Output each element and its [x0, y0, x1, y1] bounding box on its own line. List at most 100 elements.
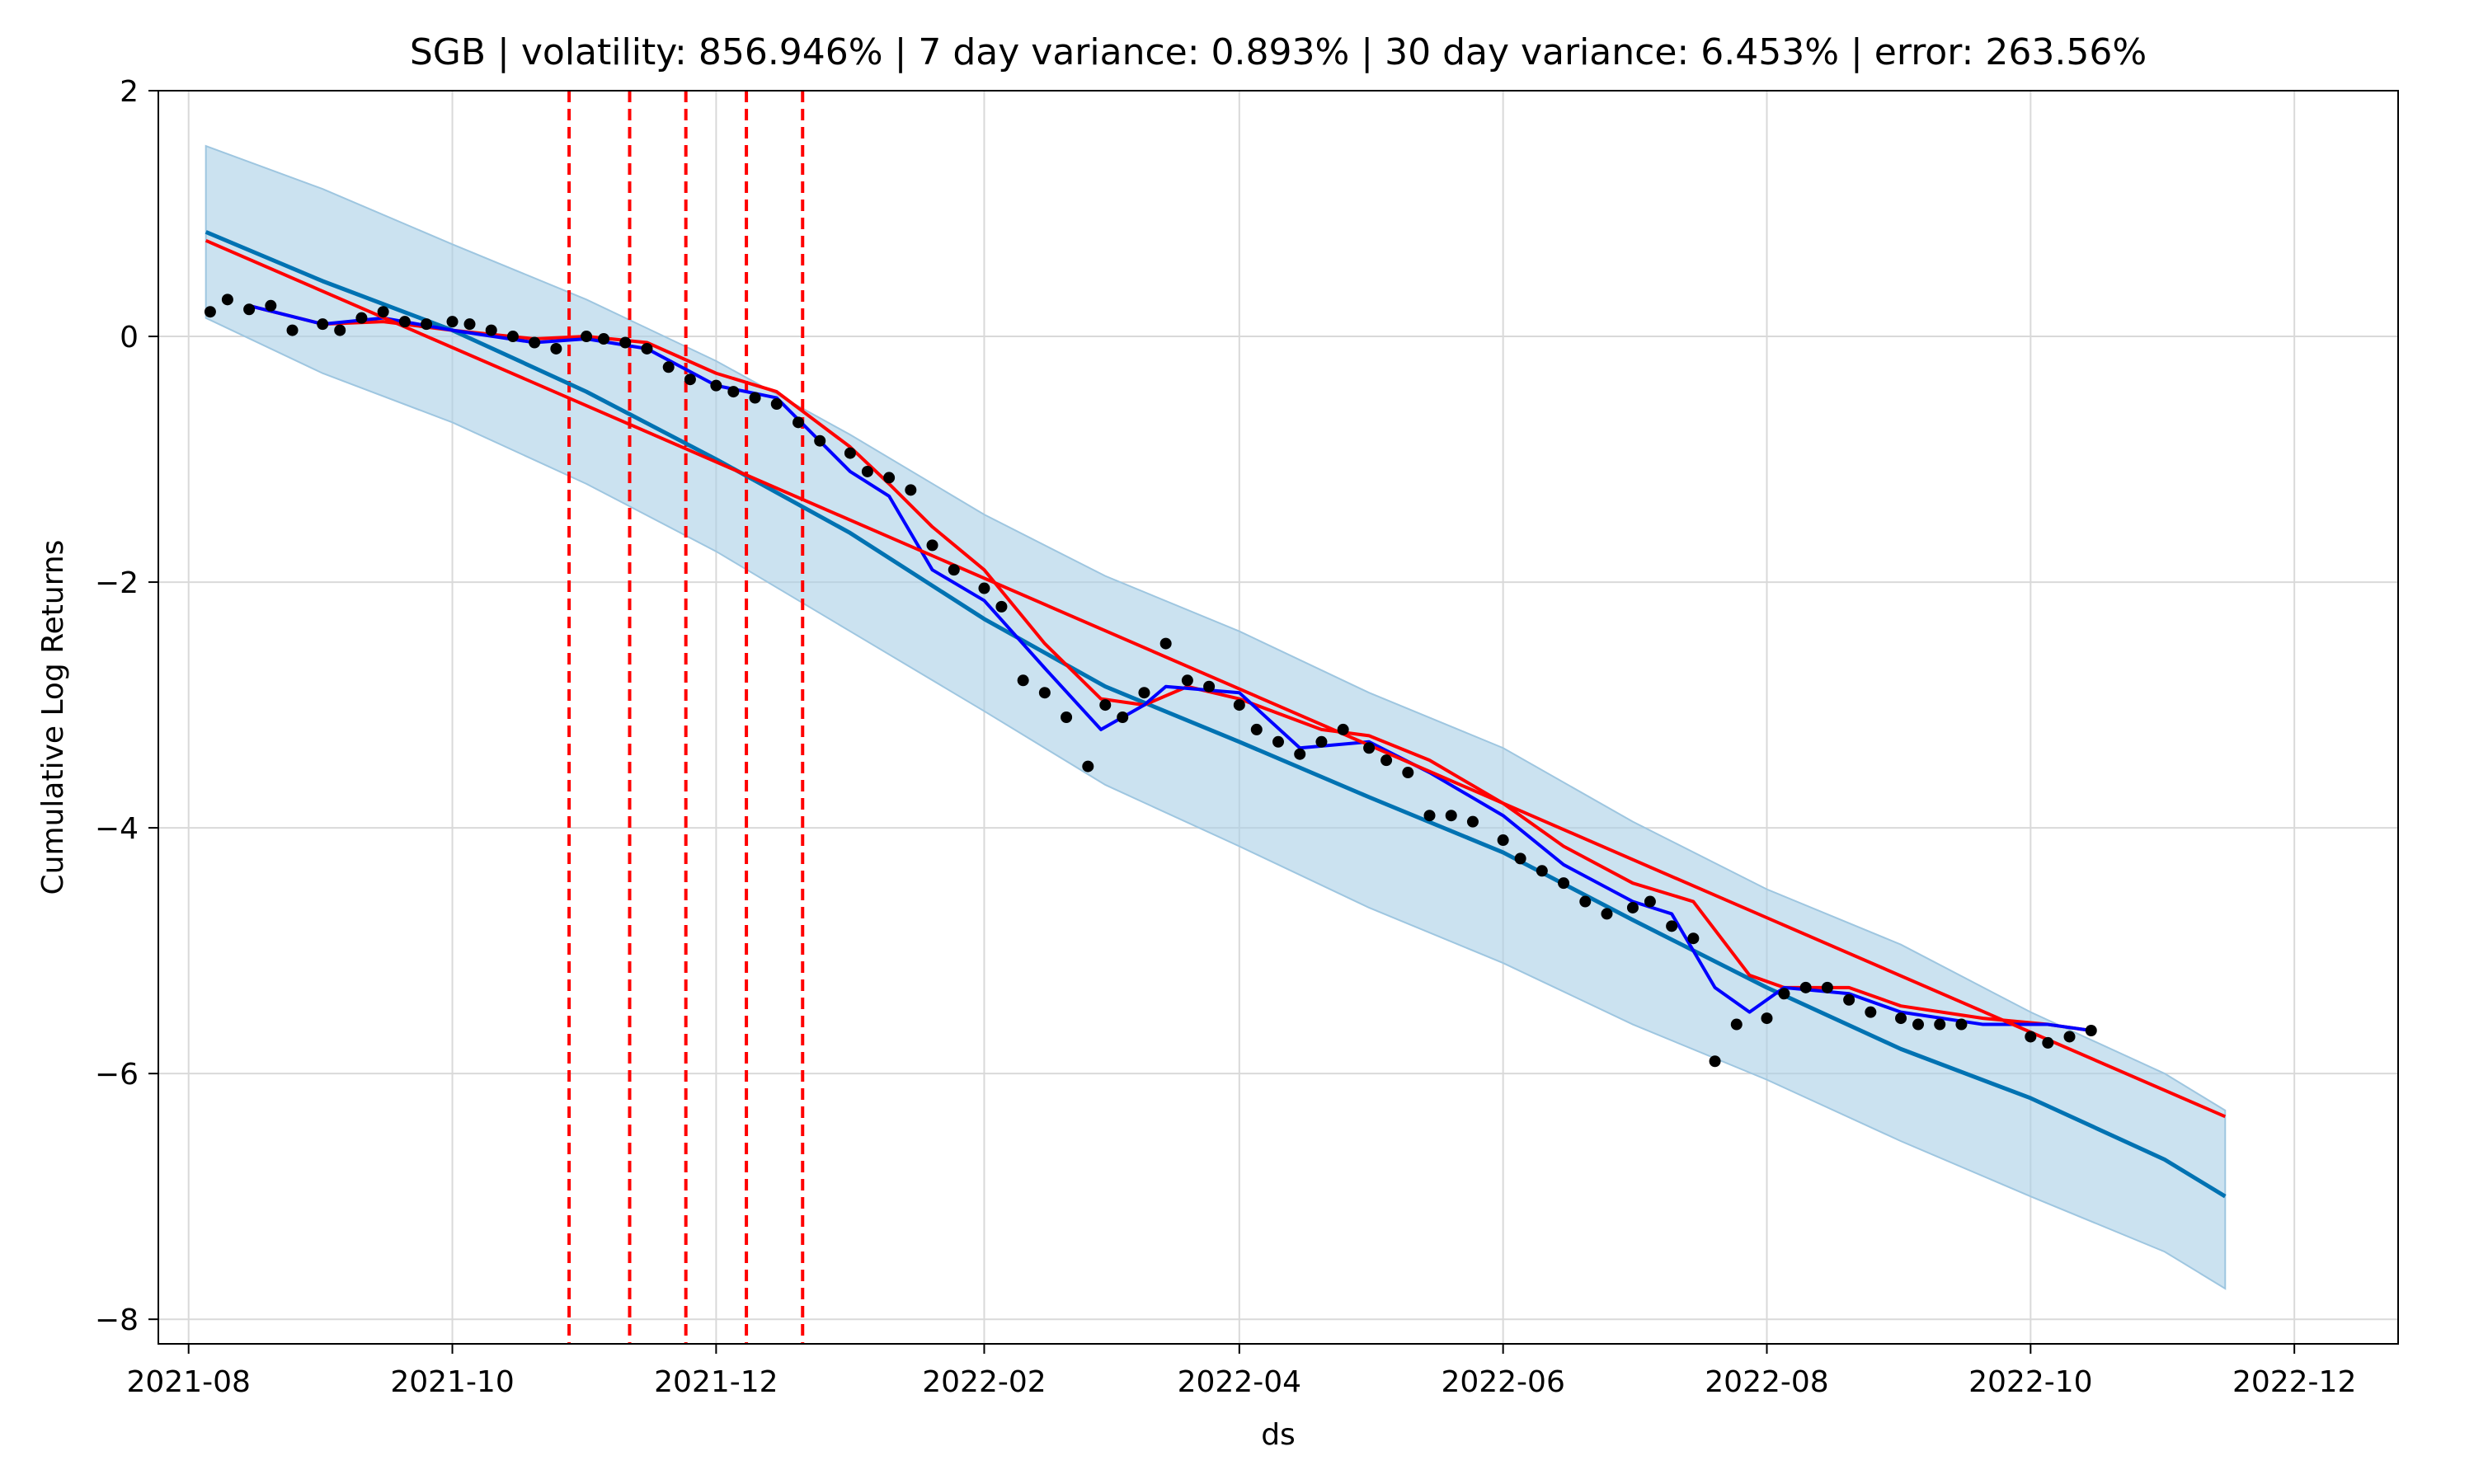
- observed-point: [1423, 810, 1436, 822]
- observed-point: [926, 539, 938, 552]
- y-tick-label: −6: [95, 1058, 139, 1092]
- x-tick-label: 2022-12: [2232, 1365, 2356, 1399]
- observed-point: [1250, 723, 1263, 735]
- observed-point: [978, 582, 990, 594]
- observed-point: [550, 342, 562, 355]
- observed-point: [1138, 687, 1150, 699]
- chart-title: SGB | volatility: 856.946% | 7 day varia…: [410, 31, 2147, 73]
- observed-point: [317, 318, 329, 331]
- observed-point: [1315, 735, 1328, 748]
- observed-point: [2063, 1031, 2076, 1043]
- observed-point: [1159, 637, 1172, 650]
- observed-point: [749, 392, 761, 404]
- observed-point: [581, 331, 593, 343]
- observed-point: [1821, 981, 1833, 993]
- observed-point: [463, 318, 476, 331]
- x-tick-label: 2022-02: [922, 1365, 1046, 1399]
- observed-point: [1181, 674, 1193, 687]
- observed-point: [1558, 877, 1570, 890]
- observed-point: [1497, 834, 1509, 847]
- y-tick-label: 2: [120, 75, 139, 109]
- observed-point: [1895, 1012, 1907, 1025]
- observed-point: [1761, 1012, 1773, 1025]
- observed-points: [204, 294, 2097, 1068]
- observed-point: [334, 324, 346, 336]
- observed-point: [948, 564, 960, 576]
- observed-point: [1730, 1018, 1743, 1031]
- changepoints: [567, 91, 805, 1344]
- observed-point: [1626, 901, 1639, 913]
- interval-band: [205, 144, 2227, 1290]
- plot-frame: [158, 90, 2399, 1345]
- observed-point: [2085, 1025, 2097, 1036]
- observed-point: [1466, 815, 1479, 828]
- observed-point: [1799, 981, 1812, 993]
- red-moving-average-line: [248, 303, 2092, 1032]
- observed-point: [1865, 1006, 1877, 1018]
- observed-point: [710, 379, 722, 392]
- observed-point: [1233, 699, 1245, 711]
- y-tick-label: −4: [95, 812, 139, 846]
- observed-point: [355, 312, 368, 324]
- x-tick-label: 2021-10: [390, 1365, 514, 1399]
- observed-point: [662, 361, 675, 373]
- y-tick-label: −2: [95, 566, 139, 600]
- axis-ticks: 2021-08 2021-10 2021-12 2022-02 2022-04 2022-…: [95, 75, 2356, 1399]
- observed-point: [684, 373, 696, 386]
- x-tick-label: 2022-08: [1705, 1365, 1828, 1399]
- observed-point: [1099, 699, 1112, 711]
- observed-point: [1644, 895, 1656, 908]
- y-tick-label: −8: [95, 1303, 139, 1337]
- observed-point: [1082, 760, 1094, 773]
- observed-point: [1363, 742, 1376, 754]
- observed-point: [485, 324, 497, 336]
- y-tick-label: 0: [120, 321, 139, 355]
- observed-point: [265, 299, 277, 312]
- observed-point: [861, 465, 873, 477]
- observed-point: [1294, 748, 1306, 760]
- observed-point: [1709, 1055, 1721, 1068]
- observed-point: [727, 386, 740, 398]
- observed-point: [2042, 1036, 2054, 1049]
- observed-point: [1402, 767, 1414, 779]
- observed-point: [1038, 687, 1051, 699]
- observed-point: [1601, 908, 1613, 920]
- observed-point: [243, 303, 256, 316]
- observed-point: [844, 447, 856, 459]
- observed-point: [814, 434, 826, 447]
- observed-point: [398, 316, 411, 328]
- observed-point: [1778, 988, 1790, 1000]
- observed-point: [204, 306, 216, 318]
- observed-point: [2025, 1031, 2037, 1043]
- observed-point: [641, 342, 653, 355]
- observed-point: [793, 416, 804, 429]
- observed-point: [1445, 810, 1457, 822]
- observed-point: [1514, 852, 1526, 865]
- observed-point: [446, 316, 459, 328]
- trend-line: [205, 238, 2227, 1119]
- y-axis-label: Cumulative Log Returns: [36, 540, 70, 895]
- observed-point: [995, 600, 1008, 613]
- observed-point: [1687, 932, 1700, 945]
- x-axis-label: ds: [1261, 1418, 1296, 1452]
- observed-point: [1912, 1018, 1924, 1031]
- observed-point: [421, 318, 433, 331]
- observed-point: [1380, 754, 1393, 767]
- observed-point: [1934, 1018, 1946, 1031]
- x-tick-label: 2021-08: [126, 1365, 250, 1399]
- observed-point: [770, 398, 783, 410]
- observed-point: [598, 333, 610, 345]
- x-tick-label: 2021-12: [654, 1365, 778, 1399]
- observed-point: [1061, 711, 1073, 723]
- x-tick-label: 2022-04: [1178, 1365, 1301, 1399]
- observed-point: [377, 306, 389, 318]
- observed-point: [506, 331, 519, 343]
- observed-point: [883, 472, 896, 484]
- observed-point: [1203, 680, 1216, 693]
- observed-point: [1536, 865, 1548, 877]
- forecast-line: [205, 230, 2227, 1199]
- observed-point: [1666, 920, 1678, 932]
- observed-point: [1272, 735, 1284, 748]
- observed-point: [1017, 674, 1029, 687]
